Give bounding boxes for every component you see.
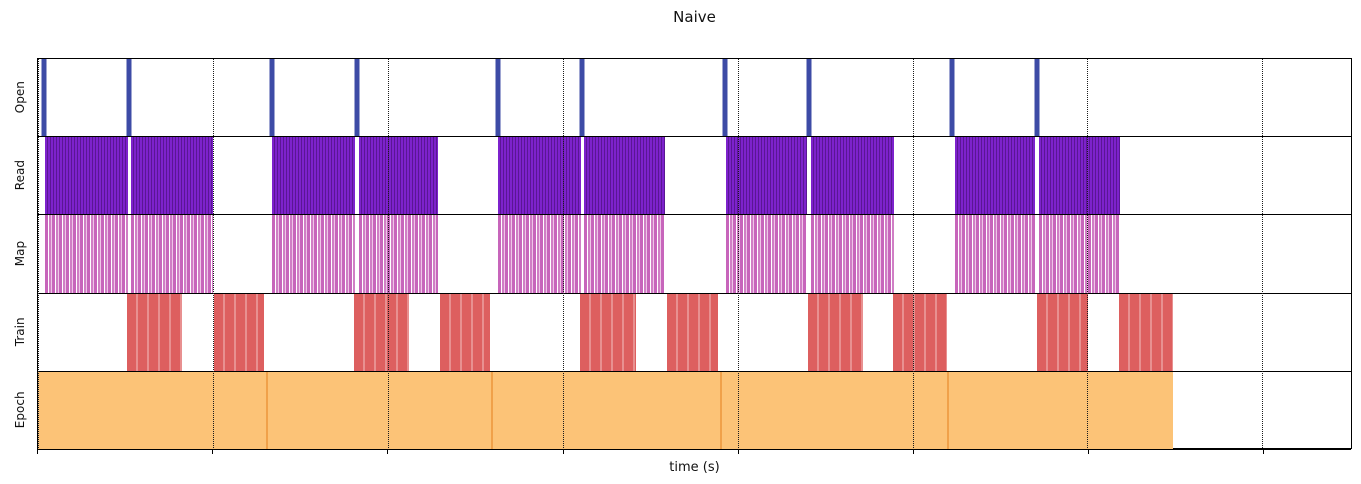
plot-area: [37, 58, 1352, 450]
read-block: [130, 137, 213, 215]
epoch-block: [946, 371, 1174, 449]
x-gridline: [912, 59, 914, 448]
epoch-block: [719, 371, 947, 449]
open-event-bar: [41, 59, 47, 137]
x-tick: [913, 449, 915, 454]
train-block: [440, 293, 491, 371]
train-block: [126, 293, 182, 371]
y-track-label-map: Map: [13, 240, 27, 267]
map-block: [358, 215, 439, 293]
read-block: [810, 137, 894, 215]
x-gridline: [1262, 59, 1264, 448]
epoch-block: [38, 371, 266, 449]
train-block: [892, 293, 947, 371]
open-event-bar: [579, 59, 585, 137]
read-block: [1038, 137, 1121, 215]
open-event-bar: [1034, 59, 1040, 137]
open-event-bar: [269, 59, 275, 137]
x-gridline: [563, 59, 565, 448]
x-tick: [37, 449, 38, 454]
read-block: [271, 137, 356, 215]
map-block: [954, 215, 1035, 293]
x-gridline: [387, 59, 389, 448]
open-event-bar: [126, 59, 132, 137]
chart-title: Naive: [673, 8, 716, 26]
map-block: [271, 215, 356, 293]
track-row-read: [38, 137, 1351, 216]
train-block: [580, 293, 637, 371]
open-event-bar: [949, 59, 955, 137]
read-block: [358, 137, 439, 215]
read-block: [44, 137, 128, 215]
map-block: [498, 215, 582, 293]
x-tick: [212, 449, 214, 454]
y-track-label-read: Read: [13, 160, 27, 191]
x-tick: [738, 449, 740, 454]
train-block: [667, 293, 718, 371]
epoch-block: [491, 371, 720, 449]
map-block: [44, 215, 128, 293]
x-gridline: [1087, 59, 1089, 448]
open-event-bar: [354, 59, 360, 137]
read-block: [498, 137, 582, 215]
open-event-bar: [806, 59, 812, 137]
open-event-bar: [722, 59, 728, 137]
x-tick: [563, 449, 564, 454]
x-gridline: [737, 59, 739, 448]
map-block: [810, 215, 894, 293]
x-gridline: [212, 59, 214, 448]
read-block: [726, 137, 807, 215]
train-block: [1036, 293, 1089, 371]
open-event-bar: [495, 59, 501, 137]
read-block: [584, 137, 665, 215]
read-block: [954, 137, 1035, 215]
train-block: [807, 293, 863, 371]
train-block: [1119, 293, 1174, 371]
x-tick: [1262, 449, 1264, 454]
y-track-label-open: Open: [13, 81, 27, 114]
x-tick: [1087, 449, 1089, 454]
map-block: [130, 215, 213, 293]
map-block: [726, 215, 807, 293]
track-row-epoch: [38, 371, 1351, 450]
y-track-label-epoch: Epoch: [13, 391, 27, 429]
x-axis-label: time (s): [669, 460, 720, 475]
track-row-train: [38, 293, 1351, 372]
map-block: [1038, 215, 1121, 293]
train-block: [353, 293, 410, 371]
x-tick: [387, 449, 389, 454]
y-track-label-train: Train: [13, 317, 27, 347]
track-row-map: [38, 215, 1351, 294]
track-row-open: [38, 59, 1351, 138]
map-block: [584, 215, 665, 293]
epoch-block: [265, 371, 492, 449]
train-block: [213, 293, 264, 371]
x-gridline: [38, 59, 39, 448]
